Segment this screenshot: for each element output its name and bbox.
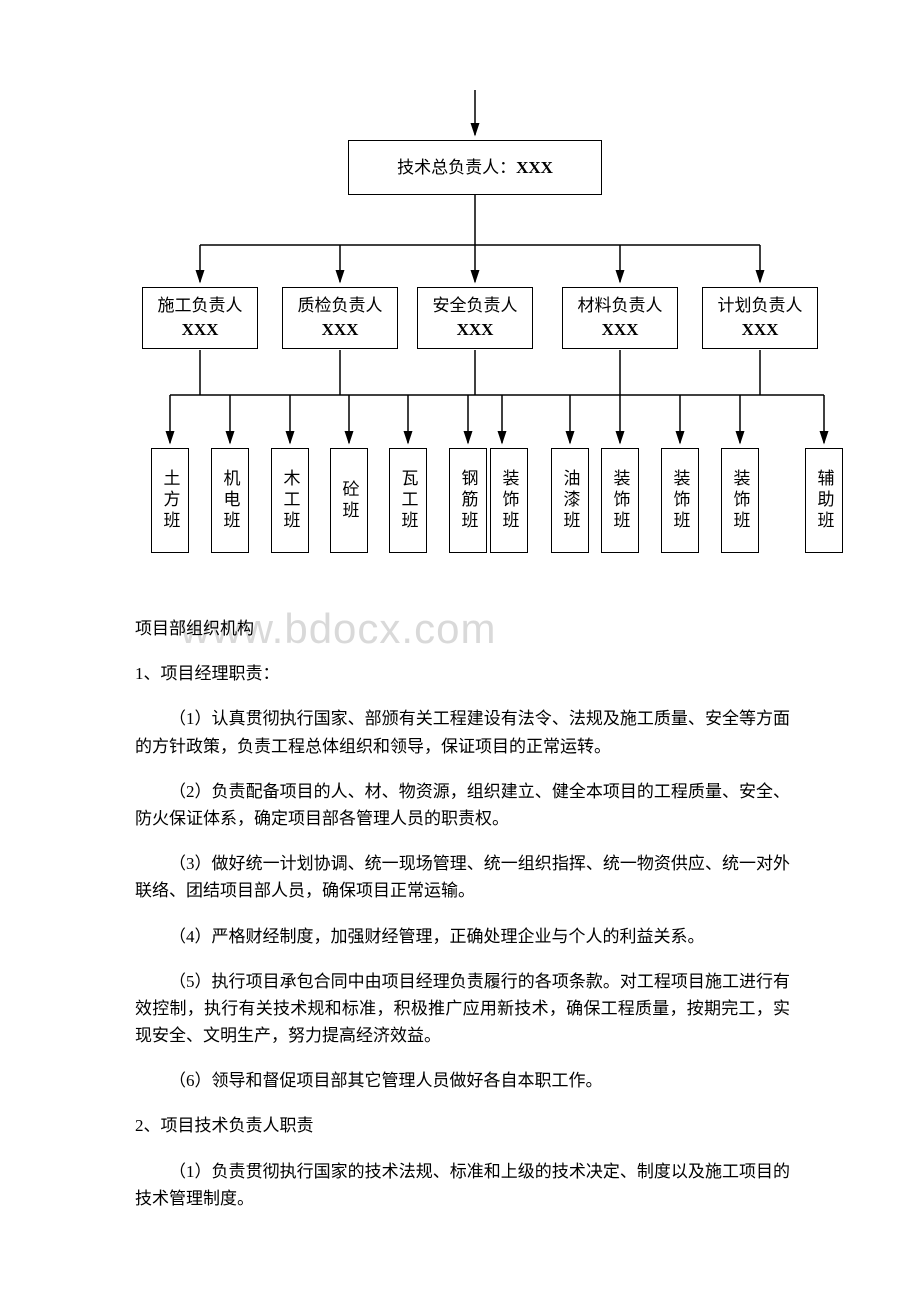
list-heading: 1、项目经理职责： bbox=[135, 660, 790, 687]
team-box: 钢筋班 bbox=[449, 448, 487, 553]
node-title: 计划负责人 bbox=[718, 294, 803, 318]
team-box: 装饰班 bbox=[721, 448, 759, 553]
team-box: 木工班 bbox=[271, 448, 309, 553]
team-box: 土方班 bbox=[151, 448, 189, 553]
manager-construction: 施工负责人 XXX bbox=[142, 287, 258, 349]
manager-material: 材料负责人 XXX bbox=[562, 287, 678, 349]
section-heading: 项目部组织机构 bbox=[135, 615, 790, 642]
node-title: 安全负责人 bbox=[433, 294, 518, 318]
team-box: 装饰班 bbox=[601, 448, 639, 553]
node-title: 施工负责人 bbox=[158, 294, 243, 318]
team-box: 砼班 bbox=[330, 448, 368, 553]
root-title: 技术总负责人： bbox=[397, 156, 516, 180]
team-box: 瓦工班 bbox=[389, 448, 427, 553]
node-name: XXX bbox=[742, 318, 779, 342]
paragraph: （4）严格财经制度，加强财经管理，正确处理企业与个人的利益关系。 bbox=[135, 923, 790, 950]
node-name: XXX bbox=[602, 318, 639, 342]
list-heading: 2、项目技术负责人职责 bbox=[135, 1112, 790, 1139]
manager-planning: 计划负责人 XXX bbox=[702, 287, 818, 349]
team-box: 装饰班 bbox=[661, 448, 699, 553]
paragraph: （1）认真贯彻执行国家、部颁有关工程建设有法令、法规及施工质量、安全等方面的方针… bbox=[135, 705, 790, 759]
manager-quality: 质检负责人 XXX bbox=[282, 287, 398, 349]
node-name: XXX bbox=[457, 318, 494, 342]
node-name: XXX bbox=[322, 318, 359, 342]
manager-safety: 安全负责人 XXX bbox=[417, 287, 533, 349]
node-title: 材料负责人 bbox=[578, 294, 663, 318]
paragraph: （3）做好统一计划协调、统一现场管理、统一组织指挥、统一物资供应、统一对外联络、… bbox=[135, 850, 790, 904]
paragraph: （1）负责贯彻执行国家的技术法规、标准和上级的技术决定、制度以及施工项目的技术管… bbox=[135, 1158, 790, 1212]
paragraph: （2）负责配备项目的人、材、物资源，组织建立、健全本项目的工程质量、安全、防火保… bbox=[135, 778, 790, 832]
node-title: 质检负责人 bbox=[298, 294, 383, 318]
team-box: 辅助班 bbox=[805, 448, 843, 553]
root-name: XXX bbox=[516, 156, 553, 180]
team-box: 装饰班 bbox=[490, 448, 528, 553]
team-box: 油漆班 bbox=[551, 448, 589, 553]
paragraph: （6）领导和督促项目部其它管理人员做好各自本职工作。 bbox=[135, 1067, 790, 1094]
root-node: 技术总负责人： XXX bbox=[348, 140, 602, 195]
document-body: 项目部组织机构 1、项目经理职责： （1）认真贯彻执行国家、部颁有关工程建设有法… bbox=[135, 615, 790, 1230]
paragraph: （5）执行项目承包合同中由项目经理负责履行的各项条款。对工程项目施工进行有效控制… bbox=[135, 968, 790, 1050]
org-chart: 技术总负责人： XXX 施工负责人 XXX 质检负责人 XXX 安全负责人 XX… bbox=[0, 0, 920, 600]
team-box: 机电班 bbox=[211, 448, 249, 553]
node-name: XXX bbox=[182, 318, 219, 342]
